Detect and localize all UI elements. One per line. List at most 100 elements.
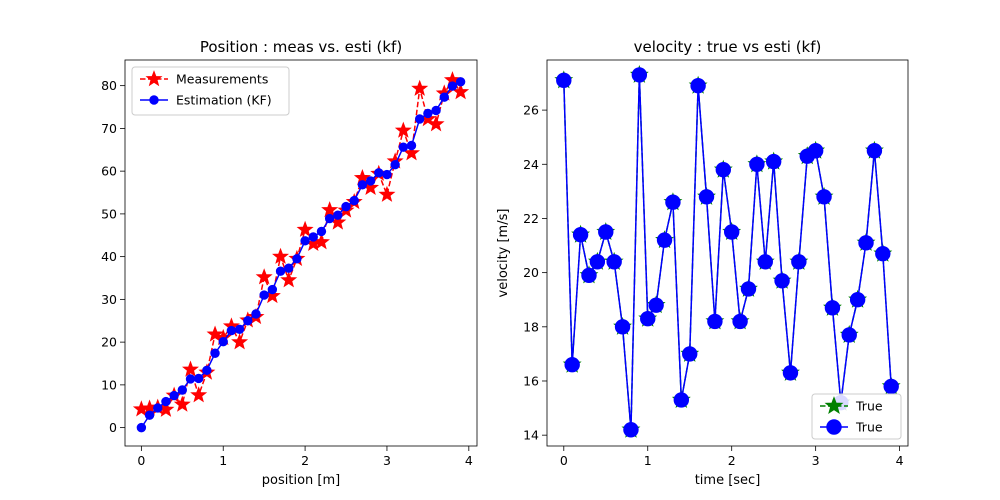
legend: Measurements Estimation (KF) [131,66,290,116]
x-tick-label: 0 [137,453,145,468]
x-tick-label: 4 [465,453,473,468]
data-point [136,422,147,433]
data-point [427,115,445,132]
series-line [563,74,892,430]
data-point [144,410,155,420]
data-point [259,290,269,300]
x-tick-label: 2 [301,453,309,468]
data-point [292,254,302,264]
data-point [272,247,290,264]
data-point [182,360,199,377]
legend: True True [811,393,902,440]
x-axis-label: position [m] [262,473,340,488]
y-tick-label: 0 [109,420,117,435]
data-point [682,346,698,362]
data-point [807,143,824,159]
data-point [849,292,866,308]
x-tick-label: 1 [644,453,652,468]
y-tick-label: 16 [523,373,539,388]
legend-marker [824,396,844,415]
data-point [316,226,327,237]
y-tick-label: 80 [101,78,117,93]
data-point [414,114,425,124]
y-tick-label: 60 [101,164,117,179]
legend-label: Measurements [176,72,268,87]
data-point [774,273,790,289]
x-tick-label: 2 [728,453,736,468]
data-point [169,390,179,401]
y-tick-label: 14 [523,428,539,443]
series-line [141,78,462,411]
data-point [284,263,294,273]
data-point [715,162,732,178]
y-tick-label: 22 [523,211,539,226]
data-point [210,348,220,358]
data-point [757,254,773,270]
data-point [614,319,631,335]
y-axis-label: velocity [m/s] [496,209,511,298]
x-tick-label: 1 [219,453,227,468]
data-point [321,201,339,218]
data-point [333,210,343,220]
data-point [378,185,396,202]
data-point [365,176,376,186]
data-point [251,309,261,319]
data-point [564,357,580,373]
chart-panel-2: 0 1 2 3 4 14 16 18 20 22 24 26 velocity : true vs es… [496,38,909,488]
y-tick-label: 26 [523,103,539,118]
data-point [308,232,318,242]
data-point [598,224,614,240]
data-point [816,189,832,205]
data-point [161,396,171,407]
data-point [791,254,807,270]
chart-title: Position : meas vs. esti (kf) [200,38,402,56]
data-point [193,373,204,384]
data-point [255,268,273,285]
data-point [673,392,690,408]
data-point [556,72,572,89]
data-point [231,333,249,350]
data-point [382,169,392,180]
data-point [707,313,723,330]
data-point [455,77,466,87]
data-point [218,336,228,347]
data-point [623,422,639,438]
data-point [572,227,589,243]
data-point [398,142,409,152]
data-point [640,310,656,327]
axes-frame [124,59,478,447]
data-point [177,385,188,395]
x-axis-label: time [sec] [695,473,761,488]
data-point [185,374,196,384]
y-tick-label: 30 [101,292,117,307]
data-point [656,232,673,248]
axes-frame [546,59,909,447]
plot-area [547,60,908,446]
legend-label: True [855,420,883,435]
data-point [243,316,253,326]
data-point [665,194,681,210]
data-point [406,140,417,151]
data-point [447,81,458,91]
data-point [782,365,799,381]
data-point [374,168,384,178]
data-point [349,195,359,206]
legend-box [131,66,290,116]
data-point [296,220,314,237]
data-point [190,386,208,403]
data-point [841,327,857,343]
data-point [824,300,841,316]
data-point [606,254,622,270]
data-point [226,325,237,336]
data-point [765,153,782,170]
data-point [423,108,433,119]
y-tick-label: 50 [101,206,117,221]
data-point [631,67,648,83]
data-point [153,403,163,413]
data-point [234,324,245,335]
x-tick-label: 3 [812,453,820,468]
x-tick-label: 3 [383,453,391,468]
data-point [723,224,740,240]
legend-marker [826,419,842,435]
data-point [300,236,310,246]
